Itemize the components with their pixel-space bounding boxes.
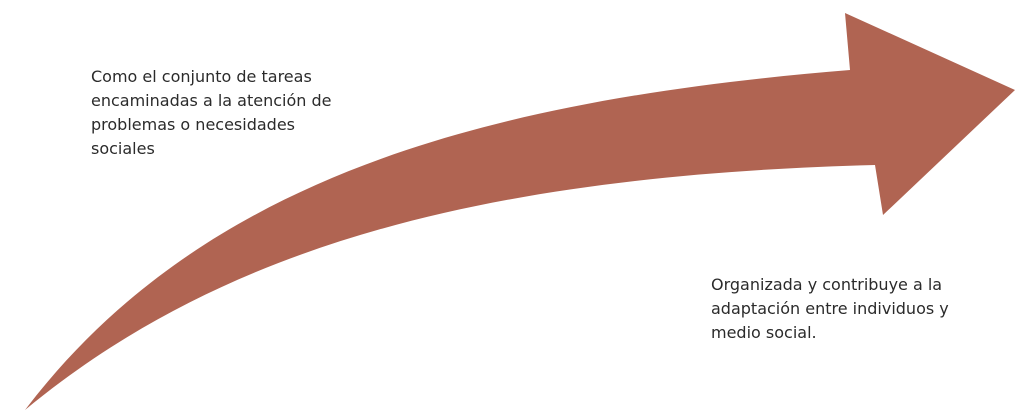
curved-arrow-shape bbox=[25, 13, 1015, 410]
right-description-text: Organizada y contribuye a la adaptación … bbox=[711, 275, 949, 342]
left-description-text: Como el conjunto de tareas encaminadas a… bbox=[91, 67, 332, 158]
